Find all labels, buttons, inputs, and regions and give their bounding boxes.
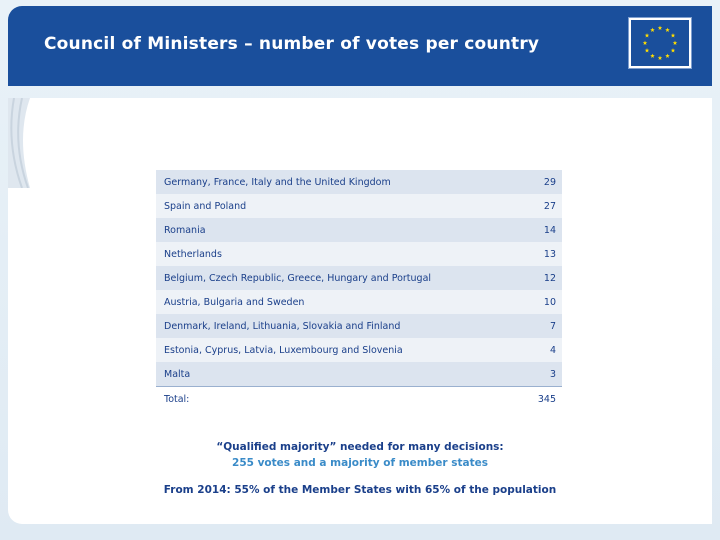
total-row: Total: 345 xyxy=(156,386,562,411)
table-row: Romania 14 xyxy=(156,218,562,242)
eu-star-icon xyxy=(650,27,655,32)
eu-star-icon xyxy=(670,33,676,38)
total-value: 345 xyxy=(537,393,556,405)
country-group-label: Germany, France, Italy and the United Ki… xyxy=(164,176,391,188)
votes-count: 4 xyxy=(549,344,556,356)
votes-table: Germany, France, Italy and the United Ki… xyxy=(156,170,562,411)
votes-count: 3 xyxy=(549,368,556,380)
eu-star-icon xyxy=(642,40,648,45)
country-group-label: Estonia, Cyprus, Latvia, Luxembourg and … xyxy=(164,344,403,356)
eu-star-icon xyxy=(672,40,678,45)
table-row: Spain and Poland 27 xyxy=(156,194,562,218)
votes-count: 7 xyxy=(549,320,556,332)
eu-star-icon xyxy=(657,25,663,30)
votes-count: 12 xyxy=(543,272,556,284)
decorative-swoosh xyxy=(8,98,30,188)
country-group-label: Netherlands xyxy=(164,248,222,260)
table-row: Estonia, Cyprus, Latvia, Luxembourg and … xyxy=(156,338,562,362)
country-group-label: Malta xyxy=(164,368,191,380)
votes-count: 27 xyxy=(543,200,556,212)
country-group-label: Denmark, Ireland, Lithuania, Slovakia an… xyxy=(164,320,401,332)
country-group-label: Austria, Bulgaria and Sweden xyxy=(164,296,305,308)
eu-star-icon xyxy=(650,53,655,58)
total-label: Total: xyxy=(164,393,190,405)
table-row: Belgium, Czech Republic, Greece, Hungary… xyxy=(156,266,562,290)
eu-star-icon xyxy=(665,27,670,32)
slide-header xyxy=(8,6,712,86)
country-group-label: Romania xyxy=(164,224,206,236)
eu-star-icon xyxy=(644,48,650,53)
eu-star-icon xyxy=(657,55,663,60)
content-panel xyxy=(8,98,712,524)
table-row: Denmark, Ireland, Lithuania, Slovakia an… xyxy=(156,314,562,338)
table-row: Malta 3 xyxy=(156,362,562,387)
table-row: Germany, France, Italy and the United Ki… xyxy=(156,170,562,194)
eu-star-icon xyxy=(670,48,676,53)
votes-count: 13 xyxy=(543,248,556,260)
from-2014-note: From 2014: 55% of the Member States with… xyxy=(163,484,557,496)
eu-star-icon xyxy=(644,33,650,38)
country-group-label: Spain and Poland xyxy=(164,200,247,212)
eu-star-icon xyxy=(665,53,670,58)
qualified-majority-note: “Qualified majority” needed for many dec… xyxy=(216,441,504,453)
eu-flag-icon xyxy=(628,17,692,69)
votes-count: 14 xyxy=(543,224,556,236)
votes-count: 29 xyxy=(543,176,556,188)
table-row: Austria, Bulgaria and Sweden 10 xyxy=(156,290,562,314)
slide-title: Council of Ministers – number of votes p… xyxy=(44,34,540,54)
table-row: Netherlands 13 xyxy=(156,242,562,266)
country-group-label: Belgium, Czech Republic, Greece, Hungary… xyxy=(164,272,432,284)
votes-count: 10 xyxy=(543,296,556,308)
votes-requirement-note: 255 votes and a majority of member state… xyxy=(232,457,488,469)
